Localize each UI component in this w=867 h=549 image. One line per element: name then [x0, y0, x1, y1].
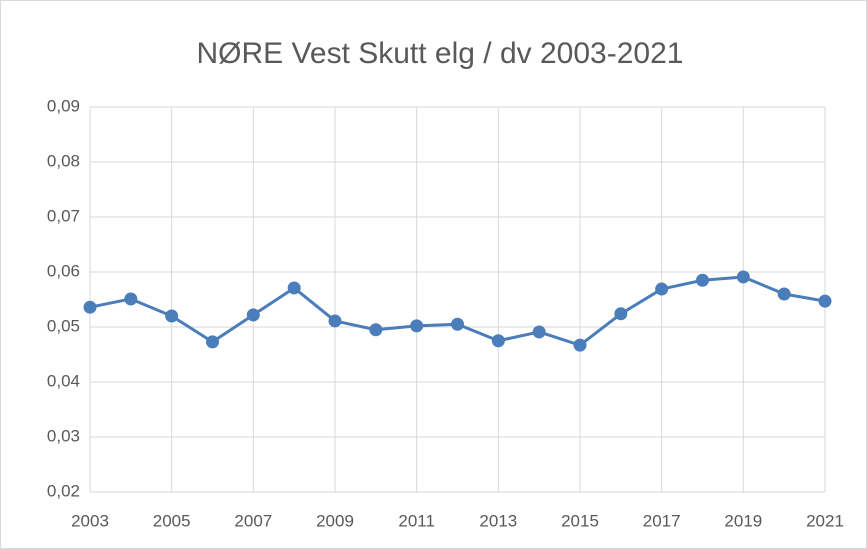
x-tick-label: 2013 — [479, 511, 517, 530]
y-tick-label: 0,06 — [47, 261, 80, 280]
data-point — [818, 294, 832, 308]
data-point — [124, 292, 138, 306]
x-tick-label: 2009 — [316, 511, 354, 530]
y-tick-label: 0,02 — [47, 481, 80, 500]
data-point — [614, 307, 628, 321]
data-point — [206, 335, 219, 349]
data-point — [246, 308, 260, 322]
data-point — [696, 273, 709, 287]
data-point — [736, 270, 750, 284]
data-point — [573, 338, 587, 352]
data-point — [777, 287, 791, 301]
y-tick-label: 0,03 — [47, 426, 80, 445]
data-point — [410, 319, 424, 333]
data-point — [369, 323, 383, 337]
x-tick-label: 2007 — [234, 511, 272, 530]
data-point — [165, 309, 179, 323]
data-point — [532, 325, 546, 339]
x-tick-label: 2005 — [153, 511, 191, 530]
x-tick-label: 2019 — [724, 511, 762, 530]
chart-title: NØRE Vest Skutt elg / dv 2003-2021 — [197, 37, 684, 70]
data-point — [328, 314, 342, 328]
data-point — [655, 282, 669, 296]
data-point — [83, 300, 97, 314]
y-tick-label: 0,08 — [47, 151, 80, 170]
y-tick-label: 0,09 — [47, 96, 80, 115]
y-tick-label: 0,07 — [47, 206, 80, 225]
x-tick-label: 2011 — [398, 511, 435, 530]
x-tick-label: 2021 — [806, 511, 844, 530]
y-tick-label: 0,04 — [47, 371, 80, 390]
x-tick-label: 2003 — [71, 511, 109, 530]
data-point — [287, 281, 301, 295]
data-point — [491, 334, 505, 348]
x-tick-label: 2017 — [643, 511, 681, 530]
data-point — [451, 317, 464, 331]
x-tick-label: 2015 — [561, 511, 599, 530]
y-tick-label: 0,05 — [47, 316, 80, 335]
